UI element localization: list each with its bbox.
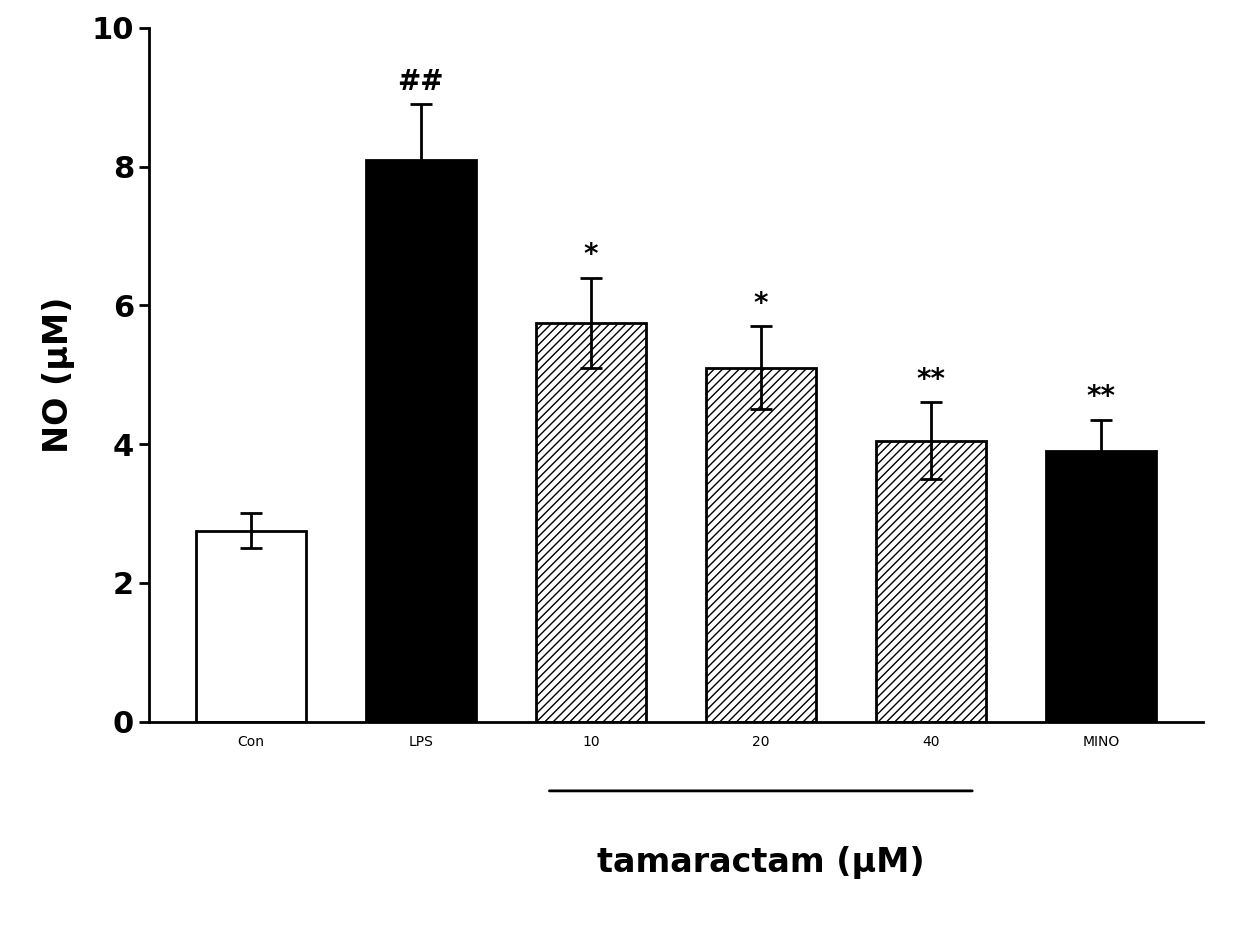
Bar: [366, 159, 476, 722]
Bar: [196, 531, 306, 722]
Text: **: **: [1086, 383, 1115, 412]
Y-axis label: NO (μM): NO (μM): [42, 296, 76, 453]
Text: *: *: [754, 290, 768, 318]
Bar: [875, 440, 986, 722]
Text: **: **: [916, 366, 945, 394]
Bar: [536, 323, 646, 722]
Text: tamaractam (μM): tamaractam (μM): [596, 846, 925, 880]
Bar: [1045, 451, 1156, 722]
Bar: [706, 367, 816, 722]
Text: *: *: [584, 241, 598, 269]
Text: ##: ##: [398, 68, 444, 96]
